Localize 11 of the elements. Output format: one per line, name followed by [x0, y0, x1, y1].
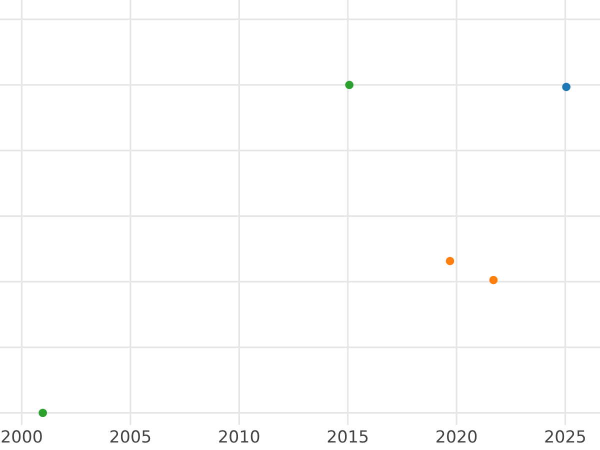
x-tick-label: 2015: [328, 430, 368, 443]
x-tick-label: 2025: [545, 430, 585, 443]
point: [446, 256, 454, 266]
point: [38, 408, 47, 418]
x-tick-label: 2020: [436, 430, 477, 443]
point: [345, 80, 354, 90]
x-tick-label: 2005: [110, 430, 150, 443]
point: [489, 276, 498, 284]
point: [562, 82, 570, 92]
x-tick-label: 2000: [2, 430, 42, 443]
x-tick-label: 2010: [219, 430, 260, 443]
